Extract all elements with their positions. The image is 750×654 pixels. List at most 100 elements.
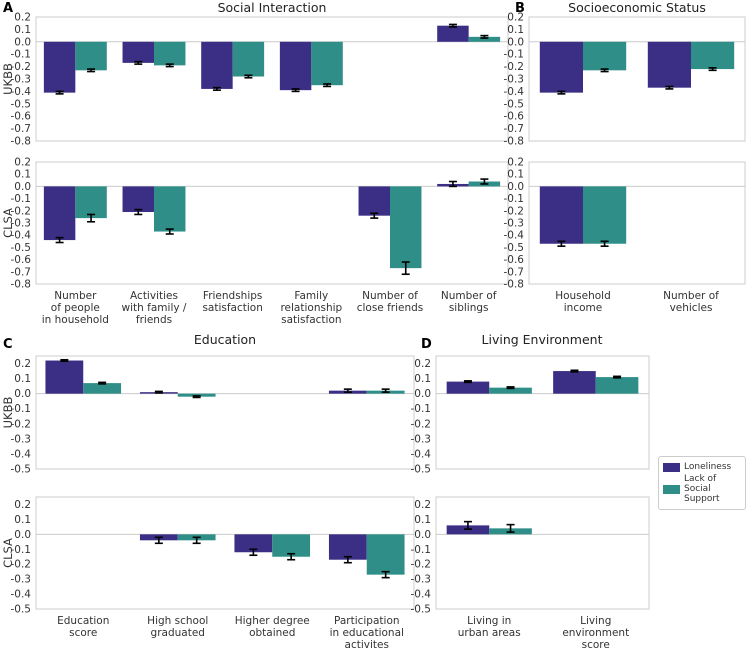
error-bar-d-clsa-loneliness-0: [463, 520, 472, 530]
chart-d-ukbb: 0.2 0.1 0.0 -0.1 -0.2 -0.3 -0.4 -0.5 Living Envi…: [411, 332, 650, 476]
y-tick-label-d-ukbb-6: -0.4: [411, 448, 432, 460]
y-tick-label-d-clsa-4: -0.2: [411, 559, 432, 571]
error-bar-d-clsa-support-0: [506, 523, 515, 533]
bar-a-ukbb-loneliness-1: [122, 41, 154, 63]
error-bar-c-ukbb-support-3: [381, 388, 390, 393]
y-tick-label-b-clsa-7: -0.5: [504, 242, 525, 254]
error-bar-b-ukbb-support-0: [600, 68, 609, 73]
error-bar-a-clsa-support-4: [401, 261, 410, 276]
y-tick-label-d-ukbb-3: -0.1: [411, 403, 432, 415]
y-tick-label-c-ukbb-3: -0.1: [11, 403, 32, 415]
y-tick-label-a-clsa-1: 0.1: [14, 169, 31, 181]
y-tick-label-d-clsa-1: 0.1: [414, 514, 431, 526]
y-tick-label-d-clsa-5: -0.3: [411, 574, 432, 586]
panel-title-d: Living Environment: [482, 332, 603, 347]
x-tick-label-a-clsa-3: Family relationship satisfaction: [280, 290, 342, 326]
error-bar-b-ukbb-loneliness-0: [557, 90, 566, 95]
panel-letter-b: B: [515, 1, 525, 16]
error-bar-a-ukbb-support-0: [87, 68, 96, 73]
bar-a-ukbb-loneliness-2: [201, 41, 233, 89]
error-bar-c-clsa-loneliness-1: [154, 536, 163, 545]
y-tick-label-a-clsa-5: -0.3: [11, 218, 32, 230]
error-bar-a-ukbb-loneliness-3: [291, 88, 300, 93]
bar-b-clsa-loneliness-0: [539, 186, 583, 244]
plot-frame-a-ukbb: [35, 16, 509, 142]
bar-c-clsa-loneliness-3: [328, 534, 367, 560]
y-tick-label-c-clsa-1: 0.1: [14, 514, 31, 526]
error-bar-a-ukbb-loneliness-2: [212, 86, 221, 91]
y-tick-label-b-clsa-8: -0.6: [504, 254, 525, 266]
bar-d-ukbb-loneliness-1: [553, 371, 596, 394]
y-tick-label-a-ukbb-0: 0.2: [14, 12, 31, 24]
chart-c-ukbb: 0.2 0.1 0.0 -0.1 -0.2 -0.3 -0.4 -0.5 UKBB Educati…: [1, 332, 415, 476]
chart-a-ukbb: 0.20.10.0-0.1-0.2-0.3-0.4-0.5-0.6-0.7-0.…: [1, 0, 509, 148]
error-bar-a-clsa-loneliness-1: [134, 208, 143, 216]
y-tick-label-b-clsa-0: 0.2: [507, 157, 524, 169]
error-bar-c-clsa-loneliness-2: [249, 548, 258, 557]
error-bar-c-clsa-loneliness-3: [343, 555, 352, 564]
y-tick-label-b-ukbb-1: 0.1: [507, 24, 524, 36]
y-tick-label-a-clsa-9: -0.7: [11, 266, 32, 278]
y-tick-label-b-clsa-4: -0.2: [504, 205, 525, 217]
error-bar-c-ukbb-support-0: [98, 381, 107, 385]
x-tick-label-a-clsa-4: Number of close friends: [357, 290, 424, 314]
bar-a-clsa-support-0: [75, 186, 107, 219]
y-tick-label-b-ukbb-4: -0.2: [504, 61, 525, 73]
y-tick-label-a-ukbb-10: -0.8: [11, 136, 32, 148]
error-bar-a-ukbb-loneliness-5: [448, 23, 457, 28]
error-bar-b-ukbb-support-1: [708, 67, 717, 72]
x-tick-label-a-clsa-1: Activities with family / friends: [122, 290, 187, 326]
bar-b-ukbb-loneliness-0: [539, 41, 583, 93]
y-tick-label-c-clsa-5: -0.3: [11, 574, 32, 586]
y-tick-label-c-ukbb-6: -0.4: [11, 448, 32, 460]
y-tick-label-d-clsa-7: -0.5: [411, 604, 432, 616]
x-tick-label-b-clsa-1: Number of vehicles: [663, 290, 719, 314]
x-tick-label-a-clsa-0: Number of people in household: [42, 290, 109, 326]
error-bar-d-ukbb-support-1: [613, 375, 622, 379]
y-tick-label-d-clsa-0: 0.2: [414, 499, 431, 511]
y-tick-label-c-clsa-3: -0.1: [11, 544, 32, 556]
y-tick-label-b-clsa-3: -0.1: [504, 193, 525, 205]
y-axis-label-a-ukbb: UKBB: [1, 63, 15, 95]
bar-b-clsa-support-0: [583, 186, 627, 244]
bar-a-ukbb-support-0: [75, 41, 107, 71]
x-tick-label-c-clsa-3: Participation in educational activites: [330, 615, 404, 651]
y-tick-label-a-clsa-0: 0.2: [14, 157, 31, 169]
chart-c-clsa: 0.2 0.1 0.0 -0.1 -0.2 -0.3 -0.4 -0.5 Education sc…: [1, 496, 415, 651]
y-tick-label-b-clsa-10: -0.8: [504, 279, 525, 291]
bar-a-ukbb-loneliness-5: [437, 25, 469, 42]
error-bar-a-clsa-loneliness-5: [448, 180, 457, 188]
bar-c-clsa-support-3: [366, 534, 405, 575]
bar-b-ukbb-loneliness-1: [647, 41, 691, 88]
error-bar-a-ukbb-support-1: [165, 63, 174, 68]
error-bar-c-clsa-support-1: [192, 536, 201, 545]
y-tick-label-b-ukbb-9: -0.7: [504, 123, 525, 135]
legend-item-loneliness: Loneliness: [663, 462, 742, 472]
x-tick-label-a-clsa-2: Friendships satisfaction: [202, 290, 262, 314]
y-tick-label-c-ukbb-7: -0.5: [11, 464, 32, 476]
y-tick-label-a-ukbb-3: -0.1: [11, 49, 32, 61]
chart-b-clsa: 0.20.10.0-0.1-0.2-0.3-0.4-0.5-0.6-0.7-0.…: [504, 157, 746, 314]
legend-label-loneliness: Loneliness: [684, 462, 732, 472]
bar-a-ukbb-loneliness-0: [43, 41, 76, 93]
y-tick-label-d-clsa-3: -0.1: [411, 544, 432, 556]
panel-letter-a: A: [3, 1, 13, 16]
plot-frame-c-ukbb: [35, 355, 415, 470]
y-tick-label-b-ukbb-5: -0.3: [504, 74, 525, 86]
x-tick-label-c-clsa-2: Higher degree obtained: [235, 615, 310, 639]
error-bar-b-clsa-loneliness-0: [557, 240, 566, 247]
bar-c-ukbb-support-0: [83, 383, 122, 394]
y-tick-label-a-clsa-10: -0.8: [11, 279, 32, 291]
chart-b-ukbb: 0.20.10.0-0.1-0.2-0.3-0.4-0.5-0.6-0.7-0.…: [504, 0, 746, 148]
y-tick-label-a-ukbb-6: -0.4: [11, 86, 32, 98]
y-tick-label-b-ukbb-0: 0.2: [507, 12, 524, 24]
y-tick-label-b-clsa-5: -0.3: [504, 218, 525, 230]
y-tick-label-a-clsa-8: -0.6: [11, 254, 32, 266]
legend-swatch-loneliness: [663, 462, 680, 472]
y-tick-label-d-ukbb-5: -0.3: [411, 433, 432, 445]
y-tick-label-d-ukbb-1: 0.1: [414, 373, 431, 385]
y-tick-label-c-ukbb-4: -0.2: [11, 418, 32, 430]
y-tick-label-b-ukbb-6: -0.4: [504, 86, 525, 98]
y-tick-label-c-clsa-0: 0.2: [14, 499, 31, 511]
